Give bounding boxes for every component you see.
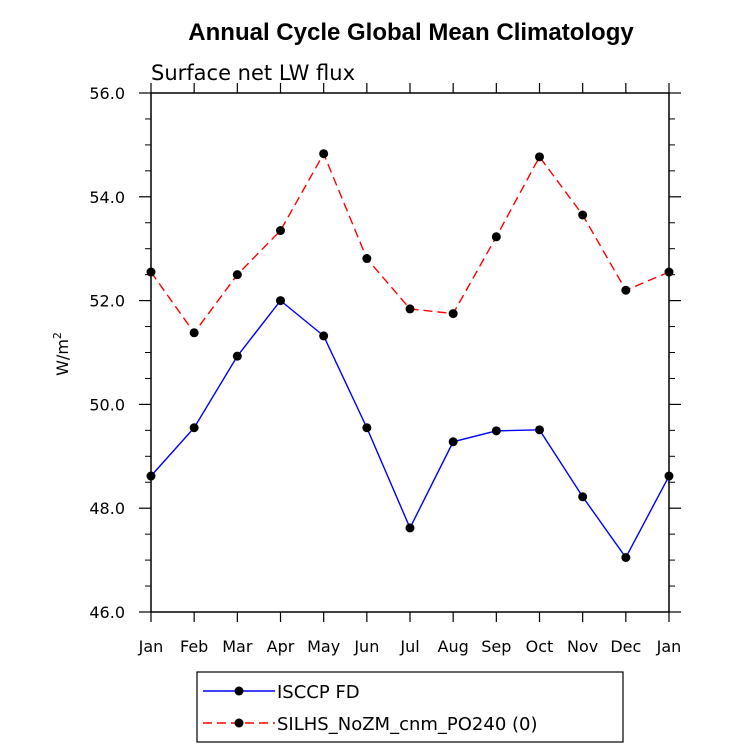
y-tick-label: 50.0 (89, 395, 125, 414)
series-layer (146, 149, 674, 563)
data-point (405, 523, 415, 533)
y-tick-label: 48.0 (89, 499, 125, 518)
x-tick-label: Mar (222, 637, 253, 656)
x-tick-labels: Jan Feb Mar Apr May Jun Jul Aug Sep Oct Nov Dec Jan (138, 637, 682, 656)
data-point (232, 270, 242, 280)
x-tick-label: Dec (610, 637, 641, 656)
legend-marker (234, 686, 244, 696)
data-point (578, 210, 588, 220)
data-point (535, 152, 544, 162)
legend-label: ISCCP FD (277, 682, 360, 703)
y-axis-label-text: W/m (53, 339, 72, 376)
x-tick-label: Nov (567, 637, 598, 656)
x-tick-label: Jul (399, 637, 419, 656)
y-tick-labels: 46.0 48.0 50.0 52.0 54.0 56.0 (89, 84, 125, 622)
legend-label: SILHS_NoZM_cnm_PO240 (0) (277, 714, 538, 735)
data-point (362, 254, 372, 264)
data-point (491, 426, 501, 436)
x-tick-label: Sep (481, 637, 511, 656)
data-point (621, 285, 631, 295)
x-tick-label: Oct (526, 637, 554, 656)
x-tick-label: Jan (138, 637, 164, 656)
legend-box (196, 671, 624, 743)
y-axis-label-superscript: 2 (51, 332, 64, 339)
data-point (362, 423, 372, 433)
data-point (189, 328, 199, 338)
y-tick-label: 56.0 (89, 84, 125, 103)
x-tick-label: May (307, 637, 340, 656)
x-tick-label: Jan (656, 637, 682, 656)
legend: ISCCP FD SILHS_NoZM_cnm_PO240 (0) (196, 671, 624, 743)
data-point (535, 425, 544, 435)
x-tick-label: Apr (267, 637, 295, 656)
data-point (578, 492, 588, 502)
data-point (491, 232, 501, 242)
series-line (150, 299, 670, 559)
y-tick-label: 52.0 (89, 292, 125, 311)
y-axis-label: W/m2 (51, 332, 72, 376)
axis-ticks (139, 83, 681, 622)
data-point (448, 437, 458, 447)
data-point (319, 149, 329, 159)
data-point (448, 309, 458, 319)
data-point (319, 331, 329, 341)
legend-item-1: ISCCP FD (203, 682, 360, 703)
legend-marker (234, 718, 244, 728)
y-tick-label: 46.0 (89, 603, 125, 622)
data-point (276, 226, 285, 236)
data-point (232, 351, 242, 361)
data-point (189, 423, 199, 433)
x-tick-label: Feb (180, 637, 208, 656)
data-point (621, 553, 631, 563)
x-tick-label: Aug (438, 637, 469, 656)
chart-title: Annual Cycle Global Mean Climatology (188, 19, 634, 46)
series-2 (146, 149, 674, 338)
chart-subtitle: Surface net LW flux (151, 61, 355, 85)
svg-text:W/m2: W/m2 (51, 332, 72, 376)
plot-frame (150, 92, 670, 613)
series-1 (146, 296, 674, 563)
x-tick-label: Jun (353, 637, 379, 656)
legend-item-2: SILHS_NoZM_cnm_PO240 (0) (203, 714, 538, 735)
data-point (276, 296, 285, 306)
data-point (405, 304, 415, 314)
y-tick-label: 54.0 (89, 188, 125, 207)
